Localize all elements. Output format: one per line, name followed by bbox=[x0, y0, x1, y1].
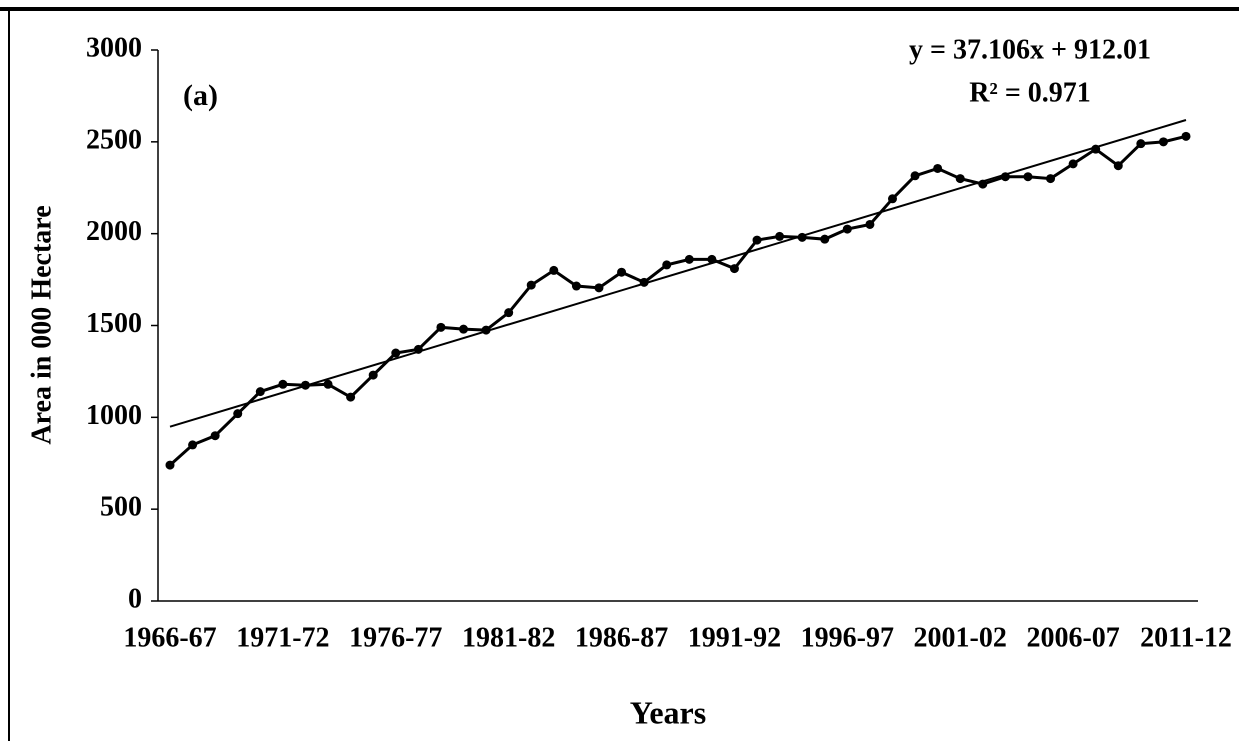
data-point bbox=[842, 224, 852, 234]
x-tick-label: 1976-77 bbox=[349, 622, 442, 653]
data-point bbox=[933, 163, 943, 173]
y-axis-label: Area in 000 Hectare bbox=[26, 205, 57, 444]
y-tick-label: 500 bbox=[100, 492, 142, 523]
data-point bbox=[617, 267, 627, 277]
data-point bbox=[346, 392, 356, 402]
data-point bbox=[978, 179, 988, 189]
y-tick-label: 1000 bbox=[86, 400, 142, 431]
data-point bbox=[1023, 172, 1033, 182]
data-point bbox=[436, 322, 446, 332]
data-point bbox=[1046, 174, 1056, 184]
data-point bbox=[662, 260, 672, 270]
x-tick-label: 1996-97 bbox=[801, 622, 894, 653]
y-tick-label: 0 bbox=[128, 583, 142, 614]
y-tick-label: 1500 bbox=[86, 308, 142, 339]
data-point bbox=[1158, 137, 1168, 147]
data-point bbox=[571, 281, 581, 291]
y-tick-label: 3000 bbox=[86, 32, 142, 63]
trend-r2: R² = 0.971 bbox=[969, 77, 1091, 108]
x-tick-label: 2001-02 bbox=[914, 622, 1007, 653]
data-point bbox=[278, 379, 288, 389]
data-point bbox=[504, 308, 514, 318]
data-point bbox=[300, 380, 310, 390]
y-tick-label: 2500 bbox=[86, 124, 142, 155]
data-point bbox=[1000, 172, 1010, 182]
data-point bbox=[188, 440, 198, 450]
x-tick-label: 1991-92 bbox=[688, 622, 781, 653]
y-tick-label: 2000 bbox=[86, 216, 142, 247]
x-tick-label: 1971-72 bbox=[236, 622, 329, 653]
data-point bbox=[594, 283, 604, 293]
data-point bbox=[1136, 139, 1146, 149]
trend-equation: y = 37.106x + 912.01 bbox=[909, 34, 1151, 65]
annotation: (a) bbox=[183, 79, 218, 112]
x-tick-label: 2006-07 bbox=[1026, 622, 1119, 653]
x-tick-label: 1986-87 bbox=[575, 622, 668, 653]
data-point bbox=[459, 324, 469, 334]
x-tick-label: 2011-12 bbox=[1140, 622, 1232, 653]
data-point bbox=[639, 277, 649, 287]
data-point bbox=[413, 344, 423, 354]
data-point bbox=[1113, 161, 1123, 171]
x-tick-label: 1966-67 bbox=[123, 622, 216, 653]
data-point bbox=[820, 234, 830, 244]
data-point bbox=[955, 174, 965, 184]
data-point bbox=[368, 370, 378, 380]
data-point bbox=[797, 232, 807, 242]
data-point bbox=[684, 254, 694, 264]
data-point bbox=[549, 265, 559, 275]
data-point bbox=[323, 379, 333, 389]
data-point bbox=[391, 348, 401, 358]
data-point bbox=[707, 254, 717, 264]
data-point bbox=[526, 280, 536, 290]
data-point bbox=[1181, 131, 1191, 141]
data-point bbox=[165, 460, 175, 470]
data-line bbox=[168, 134, 1187, 467]
x-tick-label: 1981-82 bbox=[462, 622, 555, 653]
data-point bbox=[910, 171, 920, 181]
data-point bbox=[1091, 144, 1101, 154]
data-point bbox=[255, 387, 265, 397]
data-point bbox=[1068, 159, 1078, 169]
data-point bbox=[729, 264, 739, 274]
data-point bbox=[775, 231, 785, 241]
trendline bbox=[169, 119, 1187, 428]
data-point bbox=[233, 409, 243, 419]
x-axis-label: Years bbox=[630, 694, 706, 730]
data-point bbox=[210, 431, 220, 441]
data-point bbox=[865, 219, 875, 229]
data-point bbox=[752, 235, 762, 245]
data-point bbox=[887, 194, 897, 204]
data-point bbox=[481, 325, 491, 335]
